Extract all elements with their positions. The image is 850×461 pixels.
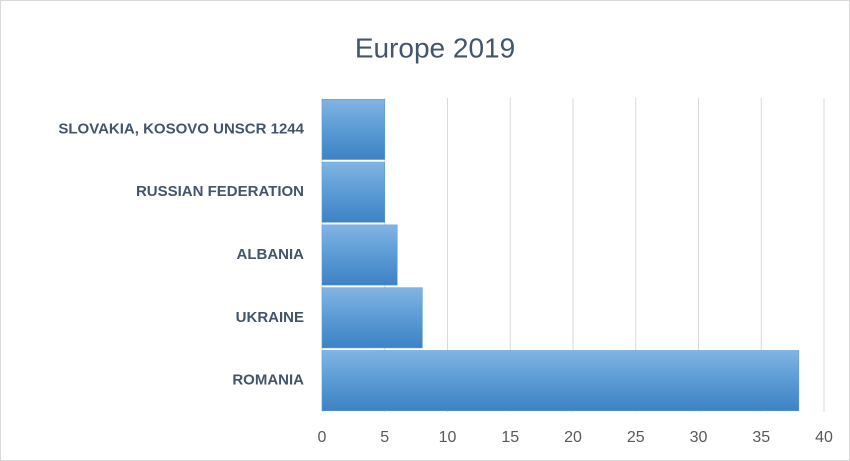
x-tick-label: 15: [501, 429, 519, 446]
bar: [321, 224, 398, 286]
y-tick-label: ROMANIA: [232, 372, 304, 389]
x-tick-label: 20: [564, 429, 582, 446]
y-tick-label: ALBANIA: [237, 246, 305, 263]
bar: [321, 350, 800, 411]
x-tick-label: 0: [318, 429, 327, 446]
bar: [321, 287, 423, 349]
y-tick-label: UKRAINE: [236, 309, 304, 326]
bar: [321, 161, 385, 223]
x-tick-label: 10: [439, 429, 457, 446]
y-tick-label: RUSSIAN FEDERATION: [136, 183, 304, 200]
y-tick-label: SLOVAKIA, KOSOVO UNSCR 1244: [58, 120, 304, 137]
x-tick-label: 35: [752, 429, 770, 446]
x-tick-label: 5: [380, 429, 389, 446]
bar: [321, 99, 385, 160]
chart-title: Europe 2019: [355, 32, 515, 63]
x-tick-label: 40: [815, 429, 833, 446]
x-tick-label: 25: [627, 429, 645, 446]
x-tick-label: 30: [690, 429, 708, 446]
